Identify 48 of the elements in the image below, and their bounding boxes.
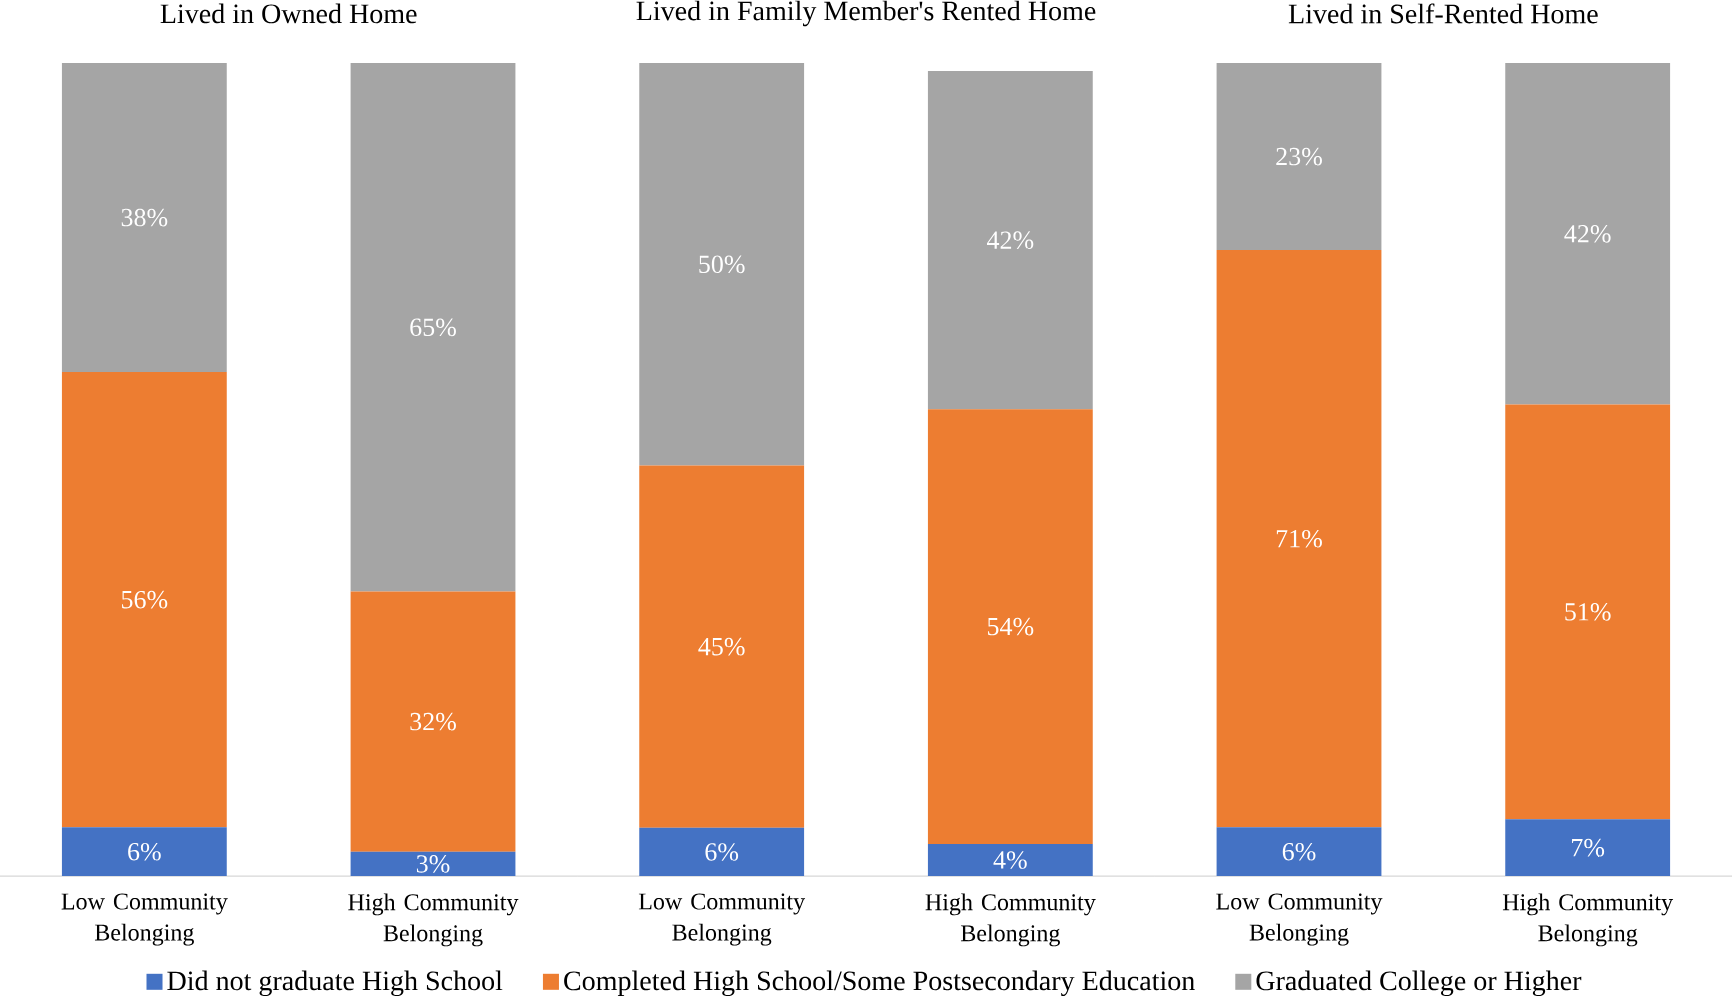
bar: [350, 591, 516, 852]
legend-label: Completed High School/Some Postsecondary Education: [564, 970, 1195, 996]
bar: [1505, 62, 1671, 405]
data-label: 71%: [1276, 529, 1322, 548]
data-label: 45%: [698, 637, 745, 656]
data-label: 54%: [987, 617, 1034, 636]
data-label: 4%: [993, 851, 1027, 869]
legend-label: Did not graduate High School: [167, 970, 503, 996]
data-label: 6%: [705, 843, 739, 861]
x-tick-label: High Community Belonging: [1502, 893, 1674, 947]
bar: [1505, 819, 1671, 876]
chart-title: Lived in Family Member's Rented Home: [636, 0, 1096, 27]
x-tick-label: High Community Belonging: [925, 893, 1096, 947]
bar: [350, 851, 516, 876]
bar: [350, 62, 516, 592]
bar: [639, 465, 805, 828]
bar: [927, 843, 1093, 876]
legend-label: Graduated College or Higher: [1256, 970, 1582, 996]
bar: [1216, 62, 1382, 250]
bar: [1505, 404, 1671, 820]
data-label: 32%: [410, 712, 456, 731]
data-label: 56%: [121, 590, 168, 609]
x-tick-label: Low Community Belonging: [638, 893, 806, 946]
x-tick-label: Low Community Belonging: [1216, 893, 1383, 946]
data-label: 3%: [416, 854, 450, 873]
data-label: 6%: [1282, 842, 1316, 861]
data-label: 42%: [986, 231, 1034, 249]
data-label: 65%: [410, 318, 456, 337]
data-label: 50%: [699, 255, 745, 274]
bar: [1216, 249, 1382, 828]
chart-title: Lived in Owned Home: [160, 3, 417, 24]
x-tick-label: High Community Belonging: [348, 893, 519, 947]
data-label: 42%: [1564, 224, 1611, 243]
chart-title: Lived in Self-Rented Home: [1288, 3, 1598, 24]
bar: [927, 409, 1093, 844]
bar: [639, 827, 805, 876]
bar: [639, 62, 805, 466]
data-label: 51%: [1565, 602, 1611, 621]
data-label: 38%: [121, 208, 168, 227]
bar: [61, 62, 227, 372]
x-tick-label: Low Community Belonging: [61, 893, 228, 946]
data-label: 7%: [1572, 838, 1605, 857]
bar: [61, 827, 227, 876]
bar: [1216, 827, 1382, 876]
bar: [61, 371, 227, 828]
bar: [927, 71, 1093, 410]
data-label: 23%: [1276, 147, 1322, 166]
data-label: 6%: [128, 842, 161, 861]
